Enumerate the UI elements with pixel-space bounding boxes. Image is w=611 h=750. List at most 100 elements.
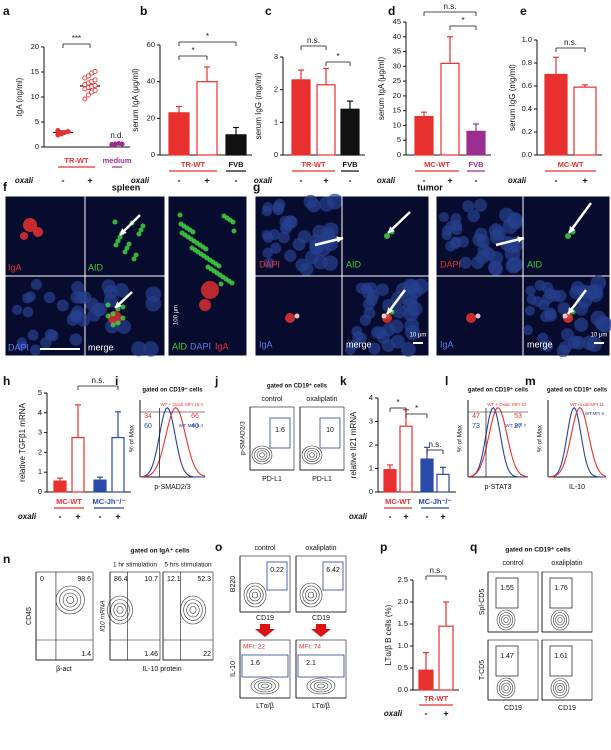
plot-frame <box>295 639 347 699</box>
data-point <box>82 96 88 102</box>
y-tick-label: 20 <box>31 42 39 51</box>
gate-label: gated on IgA⁺ cells <box>130 548 189 555</box>
significance-label: * <box>191 46 194 55</box>
signal <box>556 344 570 358</box>
y-tick-label: 15 <box>393 106 401 115</box>
signal <box>143 341 159 357</box>
treatment-sign: - <box>235 175 238 185</box>
treatment-sign: - <box>178 175 181 185</box>
signal <box>532 296 543 307</box>
signal <box>23 218 37 232</box>
plot-frame <box>487 571 539 633</box>
y-tick-label: 2.5 <box>398 575 408 584</box>
treatment-label: oxali <box>131 176 150 185</box>
signal <box>43 291 56 304</box>
histogram-curve <box>467 407 529 478</box>
channel-label: IgA <box>8 262 22 272</box>
panel-letter: a <box>3 4 10 18</box>
legend-entry: WT: MFI 7 <box>506 423 527 428</box>
scale-label: 10 μm <box>591 333 608 339</box>
gate <box>297 654 345 678</box>
signal <box>71 305 84 319</box>
arrow-head <box>517 236 524 243</box>
signal <box>268 229 280 241</box>
signal <box>384 233 390 239</box>
treatment-sign: + <box>115 511 120 521</box>
plot-frame <box>35 571 94 661</box>
y-tick-label: 0.5 <box>398 663 408 672</box>
signal <box>16 340 28 352</box>
condition-label: oxaliplatin <box>306 396 337 403</box>
y-tick-label: 15 <box>31 67 39 76</box>
channel-label: DAPI <box>190 341 211 351</box>
treatment-label: oxali <box>18 512 37 521</box>
percent-label: 34 <box>144 413 152 420</box>
percent-label: 66 <box>191 413 199 420</box>
contour <box>306 677 336 695</box>
histogram-curve <box>467 407 529 478</box>
percent-label: 1.47 <box>500 653 514 660</box>
signal <box>396 282 411 297</box>
contour <box>189 606 197 614</box>
percent-label: 1.76 <box>554 585 568 592</box>
panel-letter: e <box>520 4 527 18</box>
contour <box>310 679 332 693</box>
treatment-label: oxali <box>384 709 403 718</box>
contour <box>251 591 259 599</box>
data-point <box>109 141 115 148</box>
contour <box>110 599 130 621</box>
bar <box>436 473 450 493</box>
bar <box>225 134 247 156</box>
histogram-curve <box>139 407 206 478</box>
y-tick-label: 5 <box>38 388 42 397</box>
x-axis-label: p-STAT3 <box>485 484 512 491</box>
arrow-head <box>568 307 575 314</box>
panel-title: tumor <box>417 182 443 192</box>
panel-letter: h <box>3 374 10 388</box>
y-tick-label: 0.6 <box>522 81 532 90</box>
plot-frame <box>239 639 291 699</box>
x-axis-label: CD19 <box>504 705 522 712</box>
percent-label: 1.6 <box>275 427 285 434</box>
y-axis-label: serum IgA (μg/ml) <box>377 57 386 121</box>
bar <box>466 130 486 156</box>
gate <box>549 645 573 677</box>
signal <box>105 313 111 319</box>
contour <box>257 681 273 691</box>
signal <box>569 285 584 300</box>
significance-label: * <box>461 16 464 25</box>
gate-label: gated on CD19⁺ cells <box>505 547 571 554</box>
signal <box>506 212 523 228</box>
signal <box>205 264 211 270</box>
signal <box>363 298 375 311</box>
gate <box>266 561 288 591</box>
signal <box>27 329 39 341</box>
signal <box>548 289 561 302</box>
bar <box>168 112 190 156</box>
bar <box>420 458 434 493</box>
y-tick-label: 0.8 <box>522 58 532 67</box>
y-tick-label: 5 <box>35 117 39 126</box>
contour <box>557 685 563 691</box>
y-tick-label: 3 <box>38 428 42 437</box>
signal <box>131 341 147 357</box>
signal <box>126 241 132 247</box>
signal <box>112 219 118 225</box>
plot-frame <box>541 639 593 701</box>
channel-label: AID <box>527 259 543 269</box>
signal <box>475 313 481 319</box>
signal <box>507 256 523 273</box>
signal <box>262 247 274 259</box>
y-tick-label: 10 <box>393 120 401 129</box>
signal <box>295 258 309 272</box>
data-point <box>55 127 61 134</box>
treatment-sign: + <box>440 511 445 521</box>
signal <box>400 341 416 357</box>
quadrant-value: 0 <box>40 576 44 583</box>
y-axis-label: CD45 <box>26 607 33 625</box>
treatment-sign: + <box>447 175 452 185</box>
channel-label: AID <box>88 262 104 272</box>
y-tick-label: 20 <box>147 113 155 122</box>
contour <box>555 682 565 694</box>
